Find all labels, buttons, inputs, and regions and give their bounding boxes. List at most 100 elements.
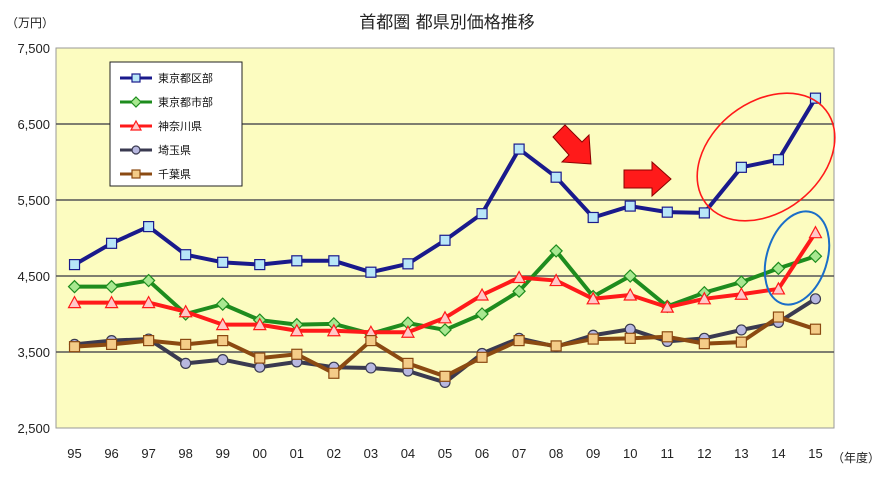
data-point <box>771 261 786 276</box>
legend-label: 東京都区部 <box>158 71 213 85</box>
legend-label: 東京都市部 <box>158 95 213 109</box>
data-point <box>68 341 81 353</box>
x-tick-label: 12 <box>697 446 711 461</box>
data-point <box>513 335 525 347</box>
y-axis-unit-label: （万円） <box>6 16 54 30</box>
x-tick-label: 14 <box>771 446 785 461</box>
data-point <box>623 269 638 283</box>
chart-title: 首都圏 都県別価格推移 <box>359 13 534 33</box>
data-point <box>291 255 303 267</box>
data-point <box>549 273 564 287</box>
x-tick-label: 95 <box>67 446 81 461</box>
series-lines <box>67 92 823 388</box>
data-point <box>587 333 599 345</box>
legend-box <box>109 61 243 187</box>
data-point <box>661 206 673 218</box>
data-point <box>475 307 489 321</box>
data-point <box>735 161 747 173</box>
data-point <box>365 335 377 347</box>
legend-label: 神奈川県 <box>158 119 202 133</box>
data-point <box>104 279 119 294</box>
data-point <box>365 362 377 374</box>
y-tick-label: 6,500 <box>17 117 50 132</box>
data-point <box>586 291 601 305</box>
y-tick-label: 5,500 <box>17 193 50 208</box>
legend-label: 埼玉県 <box>158 143 191 157</box>
data-point <box>141 273 156 288</box>
x-axis-unit-label: （年度） <box>832 450 880 465</box>
data-point <box>439 234 451 246</box>
legend-swatch-marker <box>131 145 141 155</box>
data-point <box>698 338 710 350</box>
data-point <box>437 310 453 324</box>
data-point <box>660 299 675 313</box>
data-point <box>252 317 267 331</box>
legend-swatch-marker <box>129 119 143 131</box>
x-tick-label: 99 <box>215 446 229 461</box>
data-point <box>808 249 823 264</box>
data-point <box>217 335 229 347</box>
data-point <box>809 293 822 305</box>
data-point <box>180 357 192 369</box>
data-point <box>808 225 823 239</box>
data-point <box>512 284 526 299</box>
data-point <box>180 338 192 350</box>
red-arrow-right <box>623 160 672 198</box>
data-point <box>180 249 192 261</box>
data-point <box>661 331 673 343</box>
x-tick-label: 10 <box>623 446 637 461</box>
data-point <box>476 208 488 220</box>
data-point <box>698 207 710 219</box>
x-tick-label: 09 <box>586 446 600 461</box>
data-point <box>624 323 636 335</box>
x-tick-label: 97 <box>141 446 155 461</box>
red-highlight-ellipse <box>696 92 836 222</box>
data-point <box>771 281 786 295</box>
data-point <box>549 244 563 258</box>
data-point <box>254 259 266 271</box>
x-tick-label: 15 <box>808 446 822 461</box>
data-point <box>735 336 747 348</box>
data-point <box>291 348 303 360</box>
x-axis-ticks: 95 96 97 98 99 00 01 02 03 04 05 06 07 08 09 10 11 12 13 14… <box>67 446 822 461</box>
x-tick-label: 07 <box>512 446 526 461</box>
x-tick-label: 04 <box>401 446 415 461</box>
data-point <box>143 335 155 347</box>
data-point <box>178 304 193 318</box>
data-point <box>809 323 822 335</box>
x-tick-label: 05 <box>438 446 452 461</box>
series-5 <box>68 311 822 382</box>
data-point <box>105 237 118 249</box>
annotations <box>552 92 836 306</box>
blue-highlight-ellipse <box>763 210 831 306</box>
data-point <box>513 143 525 155</box>
data-point <box>254 352 266 364</box>
data-point <box>624 200 636 212</box>
data-point <box>512 270 527 284</box>
data-point <box>623 287 638 301</box>
data-point <box>550 171 562 183</box>
data-point <box>438 323 452 337</box>
x-tick-label: 06 <box>475 446 489 461</box>
data-point <box>402 357 414 369</box>
x-tick-label: 01 <box>290 446 304 461</box>
data-point <box>143 221 155 233</box>
data-point <box>68 259 81 271</box>
x-tick-label: 08 <box>549 446 563 461</box>
x-tick-label: 96 <box>104 446 118 461</box>
data-point <box>365 266 377 278</box>
data-point <box>141 295 156 309</box>
data-point <box>217 354 229 366</box>
data-point <box>439 370 451 382</box>
data-point <box>67 295 82 309</box>
x-tick-label: 13 <box>734 446 748 461</box>
data-point <box>476 351 488 363</box>
data-point <box>734 286 749 300</box>
legend-swatch-marker <box>131 169 141 179</box>
data-point <box>326 323 341 337</box>
y-tick-label: 2,500 <box>17 421 50 436</box>
data-point <box>735 324 747 336</box>
data-point <box>328 367 340 379</box>
data-point <box>215 317 230 331</box>
